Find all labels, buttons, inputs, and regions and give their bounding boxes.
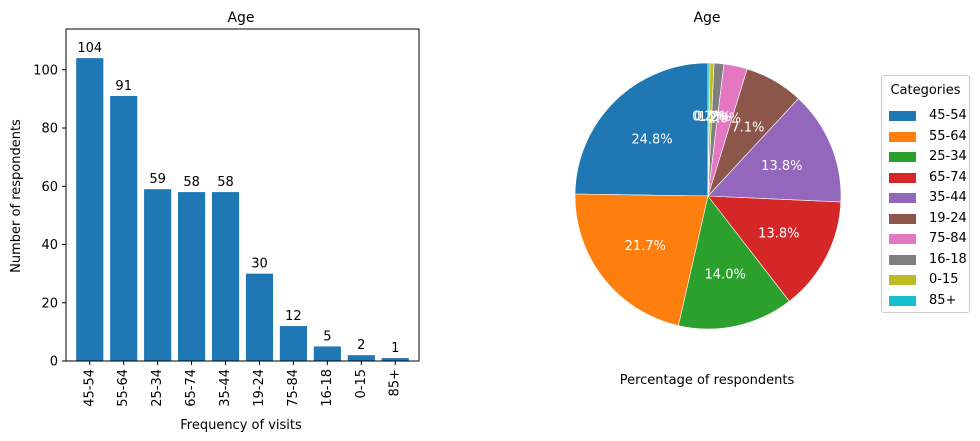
legend-item: 85+ (889, 292, 969, 310)
bar-data-label: 5 (323, 329, 331, 344)
bar-65-74 (178, 192, 206, 361)
y-tick-label: 40 (41, 238, 58, 253)
x-tick-label: 85+ (388, 369, 403, 396)
bar-plot-frame (65, 28, 420, 362)
legend-label: 35-44 (929, 190, 967, 205)
pie-percent-label: 0.5% (694, 110, 727, 125)
legend-item: 0-15 (889, 271, 969, 289)
bar-data-label: 58 (217, 175, 234, 190)
legend-swatch (889, 131, 916, 142)
legend-item: 55-64 (889, 128, 969, 146)
legend-label: 45-54 (929, 108, 967, 123)
pie-slice-35-44 (707, 98, 842, 203)
x-tick-label: 19-24 (252, 369, 267, 407)
bar-chart-y-axis-label: Number of respondents (9, 119, 24, 273)
legend-swatch (889, 234, 916, 244)
legend-swatch (889, 213, 916, 224)
pie-percent-label: 2.9% (708, 111, 741, 126)
x-tick-label: 0-15 (354, 369, 369, 399)
pie-chart: Age Percentage of respondents 24.8% 21.7%… (574, 10, 842, 388)
x-tick-label: 45-54 (82, 369, 97, 407)
bar-35-44 (211, 192, 240, 361)
legend-label: 25-34 (929, 149, 967, 164)
bar-75-84 (279, 326, 307, 361)
legend-swatch (889, 193, 916, 203)
x-tick-label: 25-34 (150, 369, 165, 407)
bar-data-label: 91 (115, 79, 132, 94)
bar-data-label: 104 (77, 41, 102, 56)
pie-chart-title: Age (693, 10, 720, 26)
pie-percent-label: 14.0% (705, 267, 746, 282)
pie-percent-label: 24.8% (631, 133, 672, 148)
y-tick-label: 80 (41, 122, 58, 137)
legend-swatch (889, 275, 916, 285)
x-tick-label: 75-84 (286, 369, 301, 407)
legend-title: Categories (890, 83, 961, 98)
x-tick-label: 65-74 (184, 369, 199, 407)
legend-label: 19-24 (929, 210, 967, 226)
legend-item: 16-18 (889, 251, 969, 269)
bar-85+ (381, 358, 409, 361)
bar-55-64 (110, 95, 138, 361)
pie-percent-label: 13.8% (761, 159, 802, 174)
y-tick-label: 100 (33, 63, 58, 78)
pie-slice-55-64 (574, 193, 709, 327)
pie-percent-label: 21.7% (625, 239, 666, 254)
y-tick-label: 60 (41, 180, 58, 195)
legend-item: 25-34 (889, 148, 969, 166)
legend-item: 65-74 (889, 169, 969, 187)
bar-data-label: 1 (391, 341, 399, 356)
legend-item: 35-44 (889, 189, 969, 207)
pie-slice-45-54 (574, 62, 709, 197)
bar-16-18 (313, 346, 341, 361)
bar-chart: Age Frequency of visits Number of respon… (9, 10, 420, 433)
y-tick-label: 0 (50, 355, 58, 370)
bar-25-34 (144, 189, 172, 361)
y-tick-label: 20 (41, 296, 58, 311)
bar-axes: 45-54 55-64 25-34 65-74 35-44 19-24 75-84 16-18… (33, 28, 420, 407)
pie-percent-labels: 24.8% 21.7% 14.0% 13.8% 13.8% 7.1%2.9%1.2%0.5… (625, 110, 803, 283)
legend-swatch (889, 254, 916, 265)
pie-slices (574, 62, 842, 330)
pie-chart-x-axis-label: Percentage of respondents (620, 373, 795, 388)
bar-data-label: 58 (183, 175, 200, 190)
legend-label: 85+ (929, 292, 957, 308)
pie-legend: Categories 45-54 55-64 25-34 65-74 35-44 19-2… (881, 75, 970, 313)
bar-data-label: 2 (357, 338, 365, 353)
legend-swatch (889, 111, 916, 121)
bar-data-label: 30 (251, 257, 268, 272)
pie-slice-65-74 (707, 195, 842, 302)
legend-swatch (889, 295, 916, 306)
bar-45-54 (76, 58, 104, 362)
bar-0-15 (347, 355, 375, 361)
x-tick-label: 16-18 (320, 369, 335, 407)
pie-slice-25-34 (678, 195, 790, 330)
pie-slice-85+ (707, 62, 711, 197)
pie-percent-label: 1.2% (698, 110, 731, 125)
bar-19-24 (245, 273, 274, 361)
pie-percent-label: 7.1% (731, 120, 764, 135)
legend-label: 55-64 (929, 128, 967, 144)
bar-chart-title: Age (227, 10, 254, 26)
x-tick-label: 35-44 (218, 369, 233, 407)
legend-label: 0-15 (929, 272, 959, 287)
bar-chart-x-axis-label: Frequency of visits (180, 418, 302, 433)
legend-item: 75-84 (889, 230, 969, 248)
legend-swatch (889, 152, 916, 162)
bar-data-label: 59 (149, 172, 166, 187)
pie-percent-label: 13.8% (758, 226, 799, 241)
legend-item: 19-24 (889, 210, 969, 228)
legend-label: 16-18 (929, 251, 967, 267)
legend-label: 75-84 (929, 231, 967, 246)
legend-label: 65-74 (929, 169, 967, 185)
bar-data-label: 12 (285, 309, 302, 324)
x-tick-label: 55-64 (116, 369, 131, 407)
legend-swatch (889, 172, 916, 183)
legend-item: 45-54 (889, 107, 969, 125)
pie-percent-label: 0.2% (692, 110, 725, 125)
bar-marks: 104 91 59 58 58 30 12 5 2 1 (76, 41, 409, 362)
